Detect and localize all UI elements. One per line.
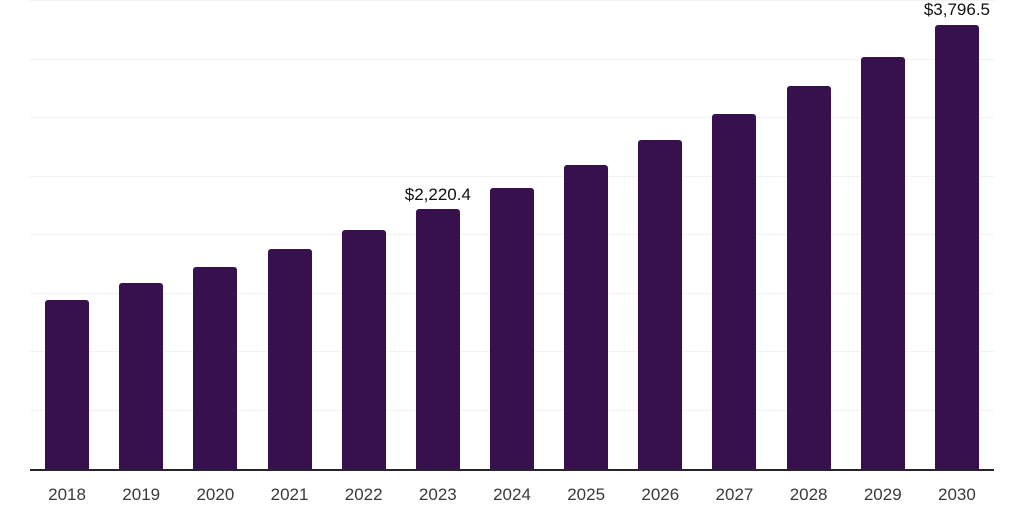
x-tick-label-2022: 2022	[344, 485, 383, 504]
bar-2026	[638, 140, 683, 469]
bar-2024	[490, 188, 534, 469]
data-label-2023: $2,220.4	[404, 184, 471, 204]
bar-2019	[119, 282, 164, 469]
gridline-2500	[30, 175, 994, 177]
x-tick-label-2018: 2018	[48, 485, 86, 504]
x-tick-label-2021: 2021	[270, 485, 309, 504]
x-tick-label-2029: 2029	[863, 485, 902, 504]
x-axis-line	[30, 469, 994, 471]
bar-2029	[860, 56, 905, 469]
bar-2023	[415, 209, 460, 469]
bar-2030	[934, 24, 979, 469]
gridline-3500	[30, 58, 994, 60]
data-label-2030: $3,796.5	[923, 0, 991, 20]
bar-2022	[341, 229, 386, 469]
x-tick-label-2019: 2019	[122, 485, 161, 504]
bar-2020	[193, 267, 238, 469]
bar-2028	[786, 85, 831, 469]
x-tick-label-2025: 2025	[567, 485, 606, 504]
x-tick-label-2026: 2026	[641, 485, 680, 504]
x-tick-label-2024: 2024	[493, 485, 531, 504]
bar-2018	[45, 299, 90, 469]
x-tick-label-2028: 2028	[789, 485, 828, 504]
bar-2025	[564, 164, 609, 469]
bar-2021	[267, 249, 312, 469]
gridline-4000	[30, 0, 994, 1]
x-tick-label-2027: 2027	[715, 485, 754, 504]
plot-area: $2,220.4 $3,796.5	[30, 0, 994, 469]
gridline-3000	[30, 117, 994, 118]
x-tick-label-2030: 2030	[938, 485, 976, 504]
x-tick-label-2023: 2023	[418, 485, 457, 504]
bar-2027	[712, 113, 757, 469]
x-tick-label-2020: 2020	[196, 485, 235, 504]
